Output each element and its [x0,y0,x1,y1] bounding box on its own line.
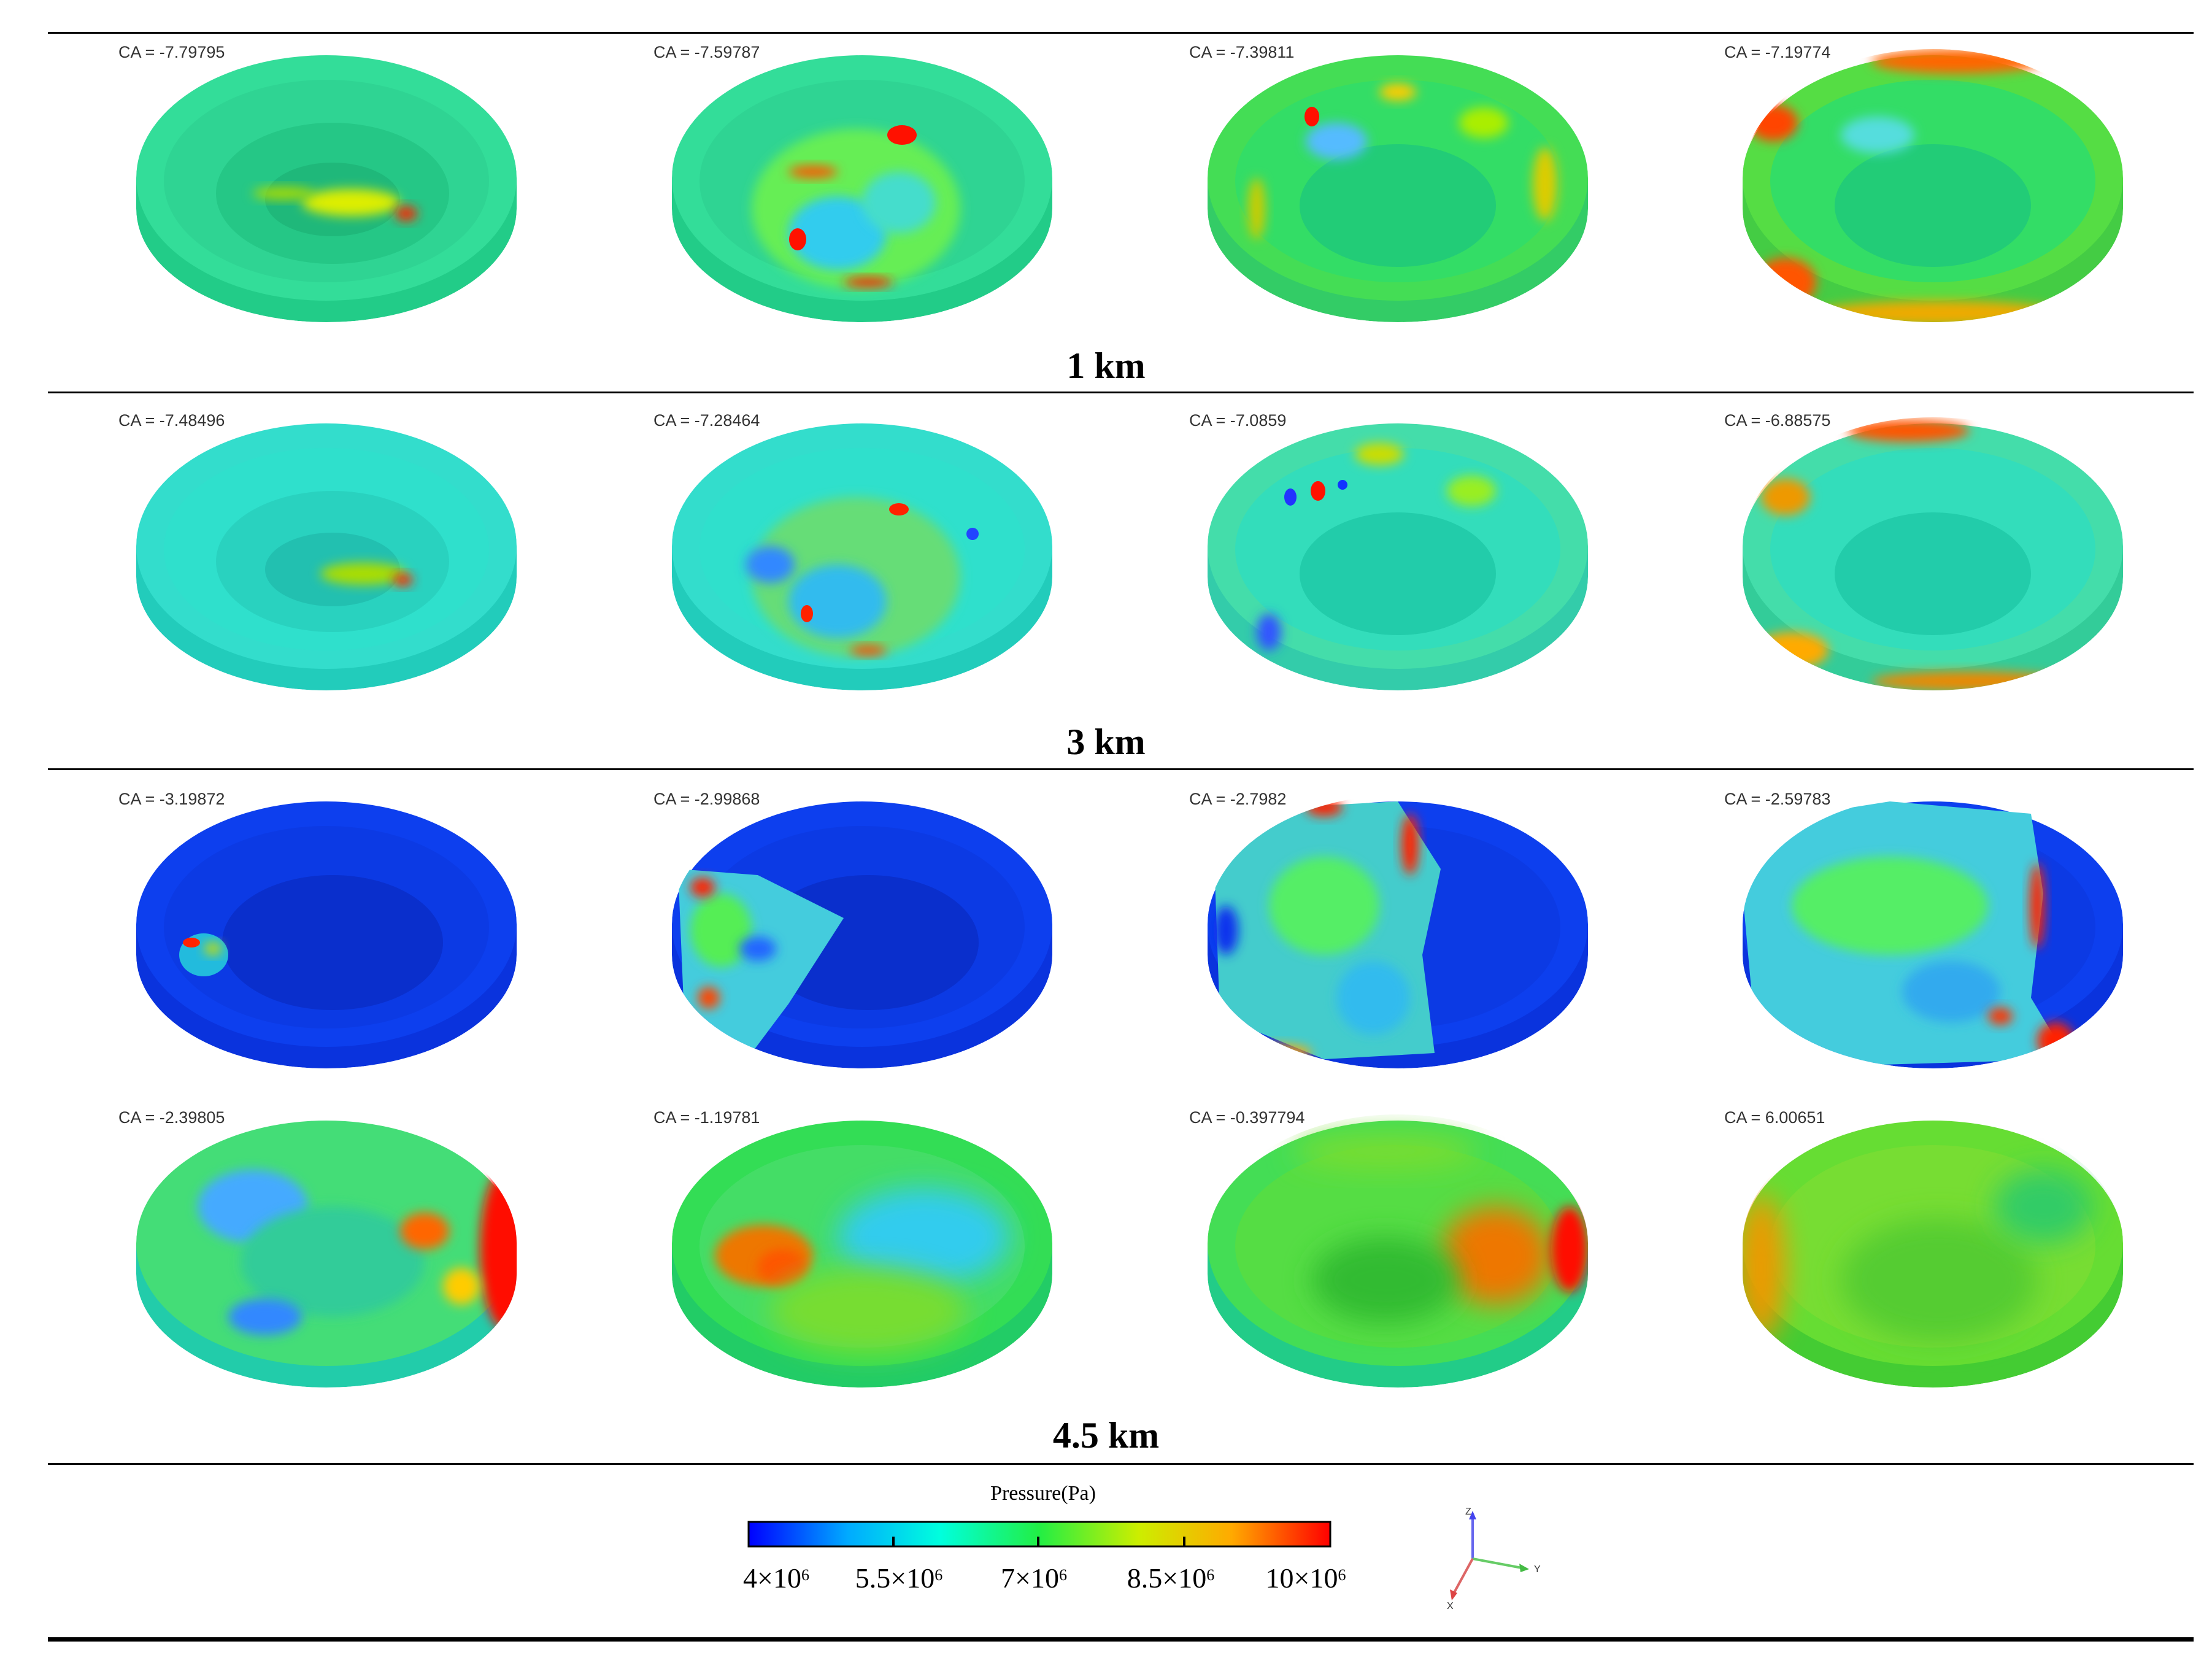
ca-label: CA = -7.0859 [1189,411,1287,430]
pressure-bowl-render [1743,49,2123,322]
rule-2 [48,768,2194,770]
axis-triad-icon: Z Y X [1447,1507,1541,1611]
colorbar-tick-label: 7×106 [1001,1562,1067,1594]
ca-label: CA = -2.99868 [653,790,760,808]
colorbar-tick-label: 10×106 [1265,1562,1346,1594]
pressure-bowl-render [1743,420,2123,690]
ca-label: CA = -2.39805 [118,1108,225,1127]
top-rule [48,32,2194,34]
ca-label: CA = 6.00651 [1724,1108,1825,1127]
axis-y-label: Y [1534,1564,1541,1575]
colorbar-tick-label: 8.5×106 [1127,1562,1215,1594]
pressure-bowl-render [136,1121,517,1387]
pressure-bowl-render [1208,799,1588,1068]
pressure-bowl-render [1208,423,1588,690]
pressure-bowl-render [672,423,1052,690]
axis-z-label: Z [1465,1507,1471,1517]
axis-x-label: X [1447,1601,1454,1611]
section-label-3km: 3 km [1066,722,1146,762]
pressure-bowl-render [136,423,517,690]
ca-label: CA = -2.59783 [1724,790,1831,808]
ca-label: CA = -7.39811 [1189,43,1295,61]
ca-label: CA = -1.19781 [653,1108,760,1127]
ca-label: CA = -0.397794 [1189,1108,1305,1127]
colorbar-tick-label: 5.5×106 [855,1562,943,1594]
bottom-rule [48,1637,2194,1642]
colorbar-tick-label: 4×106 [743,1562,809,1594]
section-label-4-5km: 4.5 km [1052,1415,1160,1456]
legend-title: Pressure(Pa) [990,1482,1096,1505]
ca-label: CA = -7.28464 [653,411,760,430]
pressure-bowl-render [1208,1121,1588,1387]
section-label-1km: 1 km [1066,345,1146,386]
ca-label: CA = -7.48496 [118,411,225,430]
ca-label: CA = -2.7982 [1189,790,1287,808]
pressure-bowl-render [1743,1121,2123,1387]
rule-1 [48,392,2194,393]
ca-label: CA = -7.79795 [118,43,225,61]
ca-label: CA = -7.59787 [653,43,760,61]
pressure-bowl-render [1743,801,2123,1068]
rule-3 [48,1463,2194,1465]
pressure-bowl-render [136,801,517,1068]
ca-label: CA = -7.19774 [1724,43,1831,61]
pressure-bowl-render [672,55,1052,322]
pressure-bowl-render [1208,55,1588,322]
ca-label: CA = -6.88575 [1724,411,1831,430]
colorbar [747,1521,1331,1548]
pressure-bowl-render [672,1121,1052,1387]
ca-label: CA = -3.19872 [118,790,225,808]
pressure-bowl-render [672,801,1052,1068]
pressure-bowl-render [136,55,517,322]
